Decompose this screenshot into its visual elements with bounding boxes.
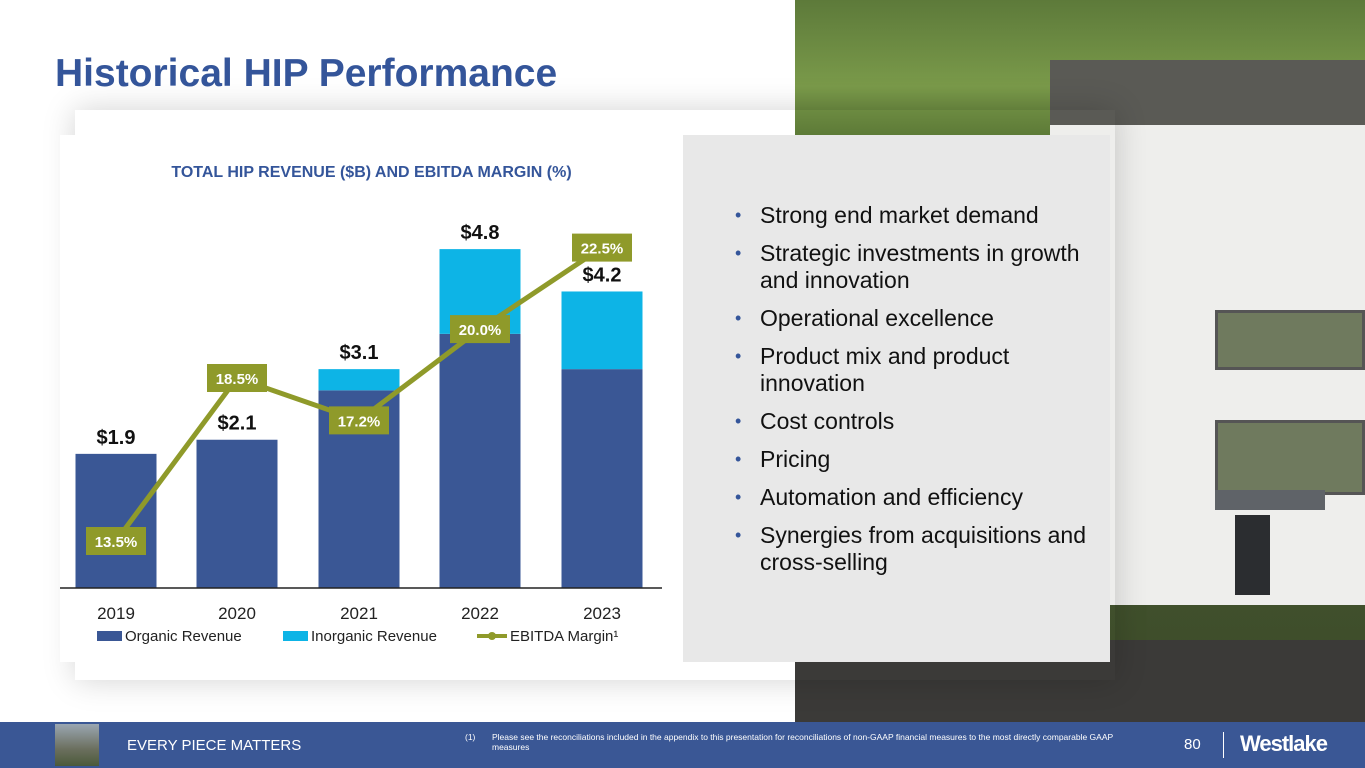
x-tick-label: 2021 bbox=[340, 604, 378, 623]
bullet-item: Pricing bbox=[735, 446, 1105, 473]
total-label: $4.8 bbox=[461, 222, 500, 244]
x-tick-label: 2022 bbox=[461, 604, 499, 623]
legend-label: Organic Revenue bbox=[125, 628, 242, 645]
total-label: $2.1 bbox=[218, 413, 257, 435]
footer-divider bbox=[1223, 732, 1224, 758]
organic-bar bbox=[75, 453, 157, 588]
bullet-item: Product mix and product innovation bbox=[735, 343, 1105, 397]
total-label: $4.2 bbox=[583, 264, 622, 286]
margin-label-box bbox=[572, 233, 632, 262]
legend-marker-margin bbox=[488, 632, 496, 640]
bullet-item: Synergies from acquisitions and cross-se… bbox=[735, 522, 1105, 576]
margin-label: 13.5% bbox=[95, 534, 138, 551]
footnote-number: (1) bbox=[465, 732, 476, 742]
organic-bar bbox=[196, 439, 278, 588]
footnote: (1) Please see the reconciliations inclu… bbox=[465, 732, 1125, 752]
bullet-list: Strong end market demand Strategic inves… bbox=[735, 202, 1105, 587]
margin-label-box bbox=[329, 406, 389, 435]
legend-label: EBITDA Margin¹ bbox=[510, 628, 618, 645]
bullet-item: Automation and efficiency bbox=[735, 484, 1105, 511]
inorganic-bar bbox=[561, 291, 643, 370]
page-number: 80 bbox=[1184, 736, 1201, 753]
total-label: $3.1 bbox=[340, 342, 379, 364]
margin-label-box bbox=[86, 527, 146, 555]
house-thumbnail bbox=[55, 724, 99, 766]
legend-swatch-inorganic bbox=[283, 631, 308, 641]
legend-label: Inorganic Revenue bbox=[311, 628, 437, 645]
total-label: $1.9 bbox=[97, 427, 136, 449]
footnote-text: Please see the reconciliations included … bbox=[492, 732, 1114, 752]
organic-bar bbox=[439, 333, 521, 588]
bullet-item: Operational excellence bbox=[735, 305, 1105, 332]
tagline: EVERY PIECE MATTERS bbox=[127, 737, 302, 754]
x-tick-label: 2020 bbox=[218, 604, 256, 623]
page-title: Historical HIP Performance bbox=[55, 52, 558, 95]
x-tick-label: 2019 bbox=[97, 604, 135, 623]
legend-swatch-organic bbox=[97, 631, 122, 641]
margin-label: 22.5% bbox=[581, 241, 624, 258]
footer: EVERY PIECE MATTERS (1) Please see the r… bbox=[0, 722, 1365, 768]
inorganic-bar bbox=[318, 369, 400, 391]
bullet-item: Strategic investments in growth and inno… bbox=[735, 240, 1105, 294]
x-tick-label: 2023 bbox=[583, 604, 621, 623]
bullet-item: Cost controls bbox=[735, 408, 1105, 435]
organic-bar bbox=[561, 369, 643, 588]
westlake-logo: Westlake bbox=[1240, 731, 1328, 756]
chart-title: TOTAL HIP REVENUE ($B) AND EBITDA MARGIN… bbox=[171, 164, 572, 181]
margin-label-box bbox=[450, 315, 510, 344]
margin-label-box bbox=[207, 364, 267, 392]
bullet-item: Strong end market demand bbox=[735, 202, 1105, 229]
margin-label: 17.2% bbox=[338, 413, 381, 430]
margin-label: 18.5% bbox=[216, 371, 259, 388]
margin-label: 20.0% bbox=[459, 322, 502, 339]
revenue-margin-chart: $1.9 2019 $2.1 2020 $3.1 2021 $4.8 2022 $4.2 2023… bbox=[60, 222, 662, 645]
